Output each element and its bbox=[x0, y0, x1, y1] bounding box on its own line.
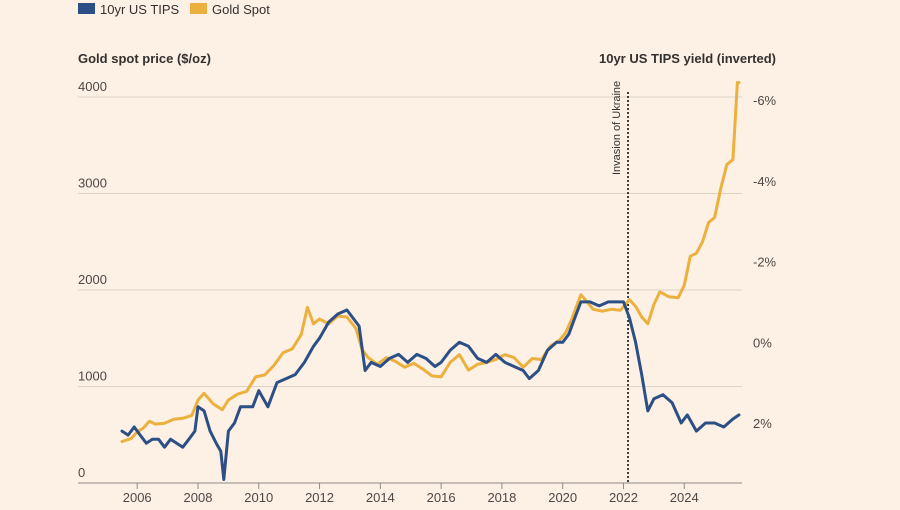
right-tick-label: 2% bbox=[753, 416, 772, 431]
right-tick-label: 0% bbox=[753, 335, 772, 350]
right-tick-label: -6% bbox=[753, 93, 777, 108]
x-tick-label: 2018 bbox=[487, 490, 516, 505]
x-tick-label: 2010 bbox=[244, 490, 273, 505]
legend-swatch-gold bbox=[190, 3, 207, 14]
gridlines bbox=[78, 96, 742, 484]
right-axis-ticks: -6% -4% -2% 0% 2% bbox=[753, 93, 777, 431]
left-axis-ticks: 0 1000 2000 3000 4000 bbox=[78, 79, 107, 480]
x-tick-label: 2012 bbox=[305, 490, 334, 505]
x-tick-label: 2016 bbox=[427, 490, 456, 505]
x-tick-label: 2020 bbox=[548, 490, 577, 505]
right-tick-label: -2% bbox=[753, 255, 777, 270]
x-axis-ticks: 2006 2008 2010 2012 2014 2016 2018 2020 2022 2024 bbox=[123, 483, 699, 505]
left-tick-label: 1000 bbox=[78, 369, 107, 384]
left-tick-label: 2000 bbox=[78, 272, 107, 287]
x-tick-label: 2024 bbox=[670, 490, 699, 505]
tips-series-line bbox=[120, 300, 741, 481]
x-tick-label: 2008 bbox=[184, 490, 213, 505]
left-axis-title: Gold spot price ($/oz) bbox=[78, 51, 211, 66]
gold-series-line bbox=[120, 81, 741, 443]
left-tick-label: 4000 bbox=[78, 79, 107, 94]
legend-label-gold: Gold Spot bbox=[212, 2, 270, 17]
x-tick-label: 2006 bbox=[123, 490, 152, 505]
legend: 10yr US TIPS Gold Spot bbox=[78, 2, 270, 17]
legend-swatch-tips bbox=[78, 3, 95, 14]
series-layer bbox=[120, 81, 741, 481]
x-tick-label: 2022 bbox=[609, 490, 638, 505]
left-tick-label: 0 bbox=[78, 465, 85, 480]
x-tick-label: 2014 bbox=[366, 490, 395, 505]
legend-label-tips: 10yr US TIPS bbox=[100, 2, 180, 17]
left-tick-label: 3000 bbox=[78, 176, 107, 191]
right-tick-label: -4% bbox=[753, 174, 777, 189]
invasion-annotation: Invasion of Ukraine bbox=[611, 81, 629, 483]
right-axis-title: 10yr US TIPS yield (inverted) bbox=[599, 51, 776, 66]
invasion-label: Invasion of Ukraine bbox=[611, 81, 623, 175]
